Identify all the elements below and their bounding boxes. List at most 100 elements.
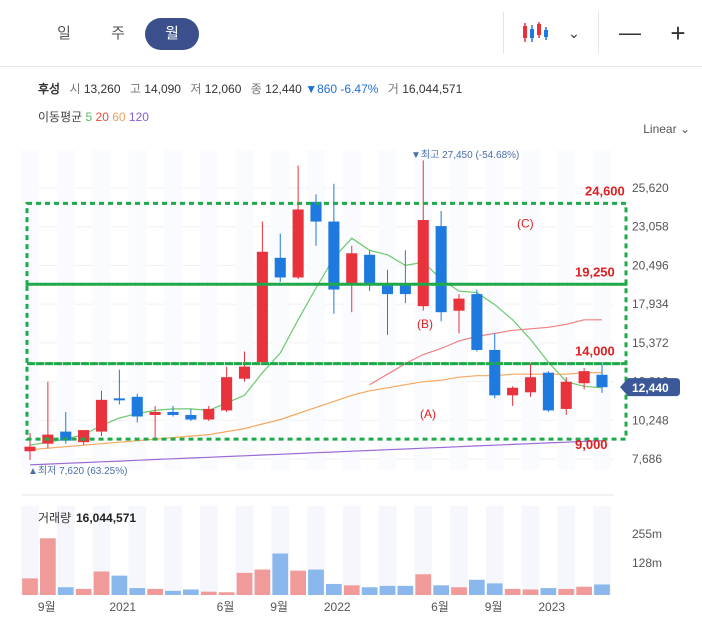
- volume-band: [593, 506, 611, 595]
- candlestick-icon[interactable]: [520, 18, 550, 48]
- volume-bar: [326, 583, 342, 595]
- ma-legend-label: 이동평균: [38, 110, 83, 124]
- candle-body: [524, 377, 537, 393]
- volume-bar: [594, 584, 610, 595]
- candle-body: [596, 374, 608, 388]
- x-tick-label: 2023: [538, 600, 565, 614]
- change-value: ▼860 -6.47%: [305, 82, 379, 96]
- volume-title: 거래량: [38, 511, 71, 525]
- y-tick-label: 23,058: [632, 220, 669, 234]
- ma-line-5: [29, 237, 603, 446]
- candle-body: [60, 431, 72, 441]
- volume-bar: [486, 583, 503, 595]
- close-label: 종: [250, 82, 262, 96]
- column-band: [56, 150, 75, 470]
- candle-body: [310, 201, 322, 222]
- zone-box-2: [25, 362, 628, 441]
- ma-line-60: [29, 372, 602, 451]
- y-tick-label: 25,620: [632, 181, 669, 195]
- ma-legend-item-120: 120: [125, 110, 149, 124]
- candle-body: [149, 411, 161, 415]
- scale-selector[interactable]: Linear ⌄: [643, 122, 690, 136]
- candle-body: [113, 398, 125, 401]
- volume-tick-label: 255m: [632, 527, 662, 541]
- zoom-in-button[interactable]: +: [670, 18, 686, 48]
- candle-body: [399, 285, 411, 295]
- column-band: [521, 150, 540, 470]
- zone-bottom-value: 14,000: [575, 344, 615, 359]
- ma-legend-item-20: 20: [92, 110, 109, 124]
- volume-band: [378, 506, 397, 595]
- column-band: [164, 150, 182, 470]
- column-band: [307, 150, 325, 470]
- candle-body: [381, 283, 394, 295]
- tab-week[interactable]: 주: [111, 25, 125, 42]
- candle-body: [221, 377, 233, 411]
- candle-body: [274, 257, 286, 278]
- column-band: [199, 150, 218, 470]
- candle-body: [328, 221, 340, 290]
- x-tick-label: 9월: [38, 600, 56, 614]
- y-tick-label: 15,372: [632, 336, 669, 350]
- volume-bar: [522, 589, 539, 595]
- volume-band: [128, 506, 147, 595]
- volume-bar: [111, 575, 128, 595]
- candle-body: [185, 414, 197, 420]
- zone-bottom-value: 9,000: [575, 437, 608, 452]
- volume-bar: [504, 588, 521, 595]
- tab-month[interactable]: 월: [145, 18, 199, 50]
- zoom-out-button[interactable]: —: [619, 20, 641, 45]
- high-label: 고: [129, 82, 141, 96]
- candle-body: [203, 408, 215, 420]
- volume-band: [342, 506, 361, 595]
- ma-line-120: [29, 440, 603, 466]
- toolbar-divider: [503, 12, 504, 54]
- column-band: [128, 150, 147, 470]
- low-label: 저: [190, 82, 202, 96]
- volume-bar: [165, 590, 181, 595]
- y-tick-label: 17,934: [632, 297, 669, 311]
- volume-bar: [576, 586, 592, 595]
- y-tick-label: 20,496: [632, 258, 669, 272]
- volume-total: 16,044,571: [76, 511, 136, 525]
- ma-line-20: [369, 319, 602, 386]
- candle-body: [78, 430, 90, 443]
- zone-box-1: [25, 282, 628, 366]
- volume-bar: [343, 585, 360, 595]
- volume-value: 16,044,571: [402, 82, 463, 96]
- volume-tick-label: 128m: [632, 556, 662, 570]
- high-value: 14,090: [144, 82, 181, 96]
- close-value: 12,440: [265, 82, 302, 96]
- volume-bar: [397, 585, 414, 595]
- candle-body: [364, 254, 376, 286]
- tab-day[interactable]: 일: [57, 25, 71, 42]
- volume-bar: [379, 585, 396, 595]
- volume-band: [56, 506, 75, 595]
- volume-band: [485, 506, 504, 595]
- volume-bar: [415, 574, 432, 595]
- x-tick-label: 6월: [431, 600, 449, 614]
- zone-bottom-value: 19,250: [575, 264, 615, 279]
- column-band: [593, 150, 611, 470]
- candle-body: [542, 372, 554, 411]
- candle-body: [560, 381, 572, 409]
- scale-label: Linear: [643, 122, 677, 136]
- open-value: 13,260: [83, 82, 121, 96]
- x-tick-label: 9월: [270, 600, 288, 614]
- volume-bar: [22, 578, 38, 595]
- column-band: [21, 150, 39, 470]
- x-tick-label: 9월: [485, 600, 503, 614]
- volume-band: [557, 506, 576, 595]
- volume-bar: [308, 569, 324, 595]
- volume-bar: [129, 588, 146, 595]
- zone-top-value: 24,600: [585, 183, 625, 198]
- open-label: 시: [69, 82, 81, 96]
- candle-body: [238, 366, 251, 379]
- volume-label: 거: [387, 82, 399, 96]
- candle-body: [167, 411, 179, 415]
- candle-body: [453, 298, 465, 311]
- volume-bar: [57, 587, 74, 595]
- volume-bar: [75, 588, 92, 595]
- chevron-down-icon[interactable]: ⌄: [568, 25, 580, 41]
